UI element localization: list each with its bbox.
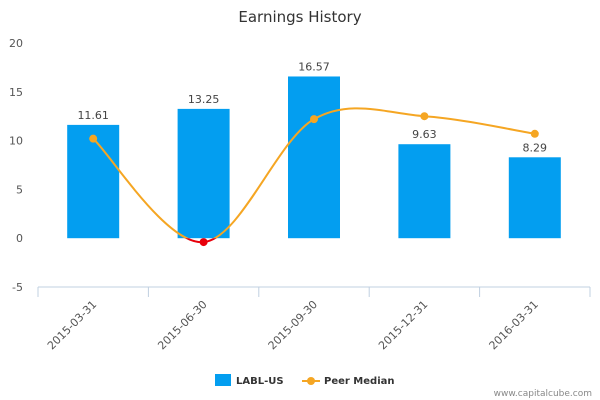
x-tick-label: 2015-09-30 <box>266 298 320 352</box>
bar <box>67 124 120 239</box>
y-tick-label: 10 <box>9 135 23 148</box>
y-tick-label: 0 <box>16 232 23 245</box>
y-tick-label: -5 <box>12 281 23 294</box>
line-series-group <box>89 107 539 247</box>
source-credit: www.capitalcube.com <box>494 389 592 399</box>
x-tick-label: 2016-03-31 <box>487 298 541 352</box>
peer-median-point <box>420 112 429 121</box>
y-axis: -5 0 5 10 15 20 <box>9 37 23 294</box>
y-tick-label: 5 <box>16 183 23 196</box>
legend: LABL-US Peer Median <box>215 374 395 387</box>
bar-data-label: 16.57 <box>298 60 330 73</box>
bar-data-label: 9.63 <box>412 128 437 141</box>
peer-median-point <box>530 129 539 138</box>
legend-label-line: Peer Median <box>324 376 395 387</box>
peer-median-point <box>89 134 98 143</box>
peer-median-line <box>92 107 535 239</box>
x-tick-label: 2015-12-31 <box>376 298 430 352</box>
y-tick-label: 20 <box>9 37 23 50</box>
y-tick-label: 15 <box>9 86 23 99</box>
bar-series-group <box>67 76 561 239</box>
peer-median-point <box>310 115 318 124</box>
legend-swatch-line-marker <box>307 377 315 385</box>
peer-median-point <box>199 238 208 247</box>
chart-title: Earnings History <box>238 8 361 26</box>
bar <box>398 144 451 239</box>
legend-label-bar: LABL-US <box>236 376 284 387</box>
bar-data-label: 13.25 <box>188 93 220 106</box>
bar-label-group: 11.61 13.25 16.57 9.63 8.29 <box>77 60 547 154</box>
bar-data-label: 8.29 <box>523 141 548 154</box>
x-tick-label: 2015-06-30 <box>155 298 209 352</box>
legend-swatch-bar <box>215 374 231 386</box>
x-axis: 2015-03-31 2015-06-30 2015-09-30 2015-12-31… <box>37 286 591 352</box>
bar <box>508 157 561 239</box>
bar <box>177 108 230 239</box>
x-tick-label: 2015-03-31 <box>45 298 99 352</box>
bar-data-label: 11.61 <box>77 109 109 122</box>
bar <box>288 76 340 239</box>
